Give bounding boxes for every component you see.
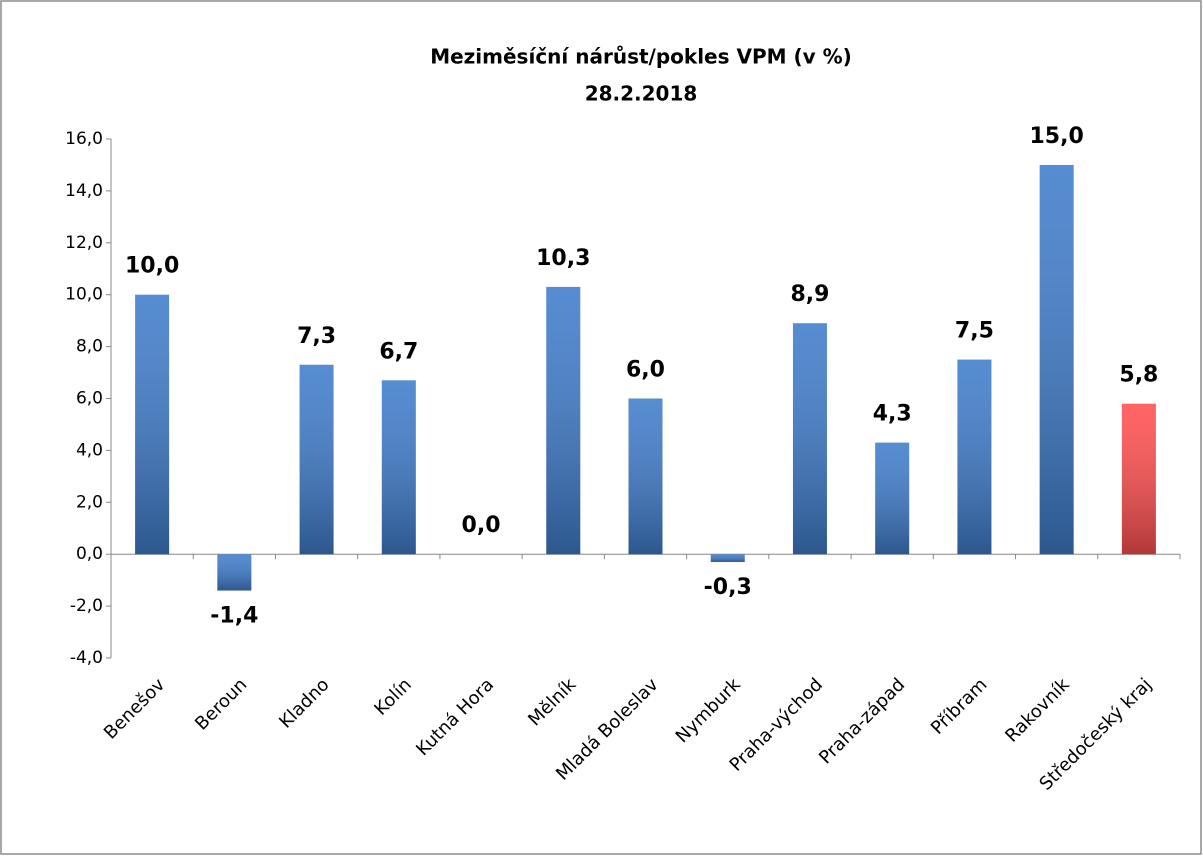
bar-shade (628, 398, 663, 555)
chart-subtitle: 28.2.2018 (585, 82, 698, 106)
x-tick-label: Beroun (191, 674, 251, 734)
bar-shade (381, 380, 416, 555)
data-label: 10,0 (125, 254, 179, 279)
x-tick-label: Nymburk (672, 674, 745, 747)
data-label: 7,5 (955, 319, 994, 344)
y-tick-label: 2,0 (76, 492, 103, 512)
chart-title: Meziměsíční nárůst/pokles VPM (v %) (430, 45, 852, 69)
x-tick-label: Kladno (275, 674, 333, 732)
y-tick-label: 8,0 (76, 337, 103, 357)
bar-shade (299, 364, 334, 555)
x-tick-label: Příbram (927, 674, 992, 739)
y-tick-label: 12,0 (65, 233, 103, 253)
bar-shade (792, 323, 827, 555)
y-tick-label: -2,0 (70, 596, 103, 616)
data-label: -0,3 (704, 575, 752, 600)
data-label: 6,7 (379, 339, 418, 364)
data-label: 5,8 (1119, 363, 1158, 388)
y-tick-label: 6,0 (76, 389, 103, 409)
y-tick-label: 4,0 (76, 440, 103, 460)
data-label: 7,3 (297, 324, 336, 349)
bar-shade (875, 442, 910, 555)
x-tick-label: Kolín (370, 674, 415, 719)
bar-shade (957, 359, 992, 555)
bar-shade (135, 294, 170, 555)
x-tick-label: Praha-západ (815, 674, 909, 768)
data-label: 6,0 (626, 358, 665, 383)
x-tick-label: Mělník (524, 674, 581, 731)
bar-shade (1039, 164, 1074, 555)
data-label: 4,3 (873, 402, 912, 427)
data-label: -1,4 (210, 604, 258, 629)
y-tick-label: 16,0 (65, 129, 103, 149)
bar-shade (217, 554, 252, 591)
data-label: 8,9 (790, 282, 829, 307)
data-label: 0,0 (462, 513, 501, 538)
x-tick-label: Benešov (100, 674, 170, 744)
bar-shade (710, 554, 745, 562)
y-tick-label: 0,0 (76, 544, 103, 564)
bar-shade (546, 286, 581, 555)
y-tick-label: 10,0 (65, 285, 103, 305)
y-tick-label: -4,0 (70, 648, 103, 668)
x-tick-label: Kutná Hora (412, 674, 498, 760)
data-label: 10,3 (536, 246, 590, 271)
y-tick-label: 14,0 (65, 181, 103, 201)
x-tick-label: Rakovník (1001, 674, 1074, 747)
bar-shade (1121, 403, 1156, 555)
data-label: 15,0 (1030, 124, 1084, 149)
